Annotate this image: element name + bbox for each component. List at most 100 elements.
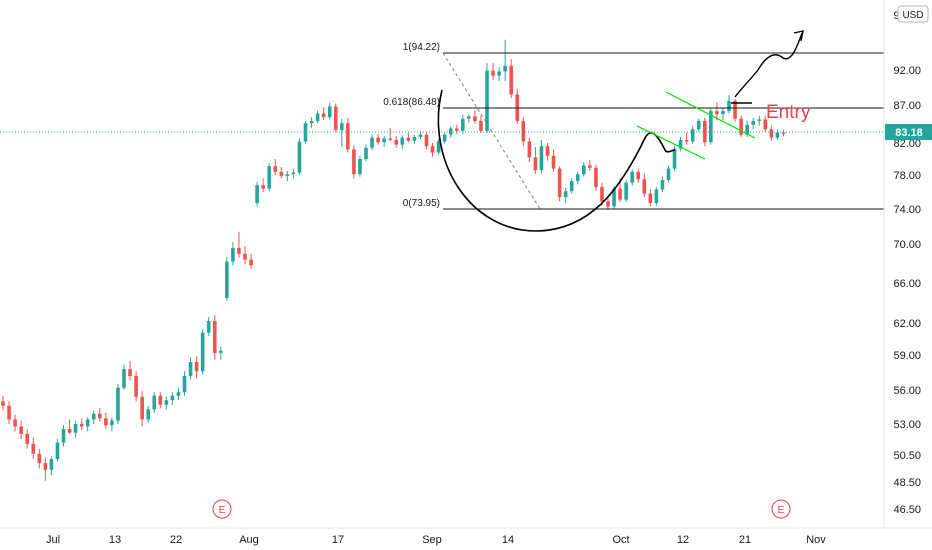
time-tick-label: 22	[170, 534, 182, 546]
time-tick-label: 14	[502, 534, 514, 546]
candle-body	[545, 146, 550, 156]
currency-badge[interactable]	[897, 5, 929, 23]
candle	[231, 242, 235, 266]
candle-body	[479, 120, 483, 131]
projection-arrow-path	[734, 32, 803, 98]
candle	[273, 159, 278, 175]
candle	[25, 428, 29, 449]
candle-body	[400, 137, 405, 145]
candle-body	[733, 100, 737, 119]
channel-lower-line	[636, 125, 706, 160]
candle-body	[521, 120, 526, 142]
candle	[461, 114, 465, 134]
candle-body	[696, 120, 701, 130]
candle	[61, 425, 66, 447]
candle	[690, 126, 695, 144]
candle-body	[194, 362, 199, 372]
candle-body	[594, 167, 598, 187]
fib-trend-line	[442, 52, 541, 210]
fib-level-1-label: 1(94.22)	[403, 42, 440, 53]
candle-body	[19, 426, 23, 434]
candle-body	[763, 119, 768, 130]
candle-body	[533, 157, 538, 171]
candle	[388, 127, 392, 142]
fib-level-0618-label: 0.618(86.48)	[383, 97, 440, 108]
candle	[636, 168, 641, 183]
candle	[557, 166, 562, 202]
candle	[424, 132, 429, 150]
candle-body	[128, 369, 132, 376]
candle-body	[757, 119, 762, 121]
candle	[739, 115, 743, 137]
candle-body	[642, 179, 647, 194]
candle	[104, 412, 108, 429]
event-markers[interactable]: E E	[212, 499, 791, 519]
candle-body	[467, 116, 471, 119]
price-axis-background[interactable]	[884, 0, 932, 528]
candle	[37, 448, 42, 469]
time-axis-background[interactable]	[0, 528, 932, 550]
candle-body	[285, 174, 290, 176]
candle-body	[424, 134, 429, 147]
candle	[709, 108, 713, 145]
candle	[85, 417, 90, 432]
candle-body	[267, 166, 271, 189]
candle-body	[624, 182, 628, 200]
candle-body	[690, 129, 695, 142]
candle	[588, 159, 592, 171]
candle	[721, 108, 725, 121]
candle-body	[630, 171, 634, 183]
earnings-marker-1-label: E	[219, 505, 226, 516]
candle	[503, 39, 507, 82]
candle-body	[442, 134, 447, 142]
candle-body	[684, 139, 689, 142]
candle-body	[279, 171, 284, 176]
candle-body	[303, 123, 308, 142]
candle	[642, 173, 647, 198]
candle-body	[412, 136, 417, 141]
candle-body	[551, 155, 556, 169]
candle-body	[376, 137, 380, 143]
candle	[606, 197, 610, 210]
candle-body	[158, 395, 163, 405]
candle	[212, 315, 217, 360]
currency-label: USD	[902, 10, 923, 21]
price-tick-label: 78.00	[893, 170, 921, 182]
candle-body	[721, 111, 725, 115]
candle	[55, 438, 60, 462]
fib-level-0-label: 0(73.95)	[403, 198, 440, 209]
entry-annotation: Entry	[766, 102, 811, 123]
candle	[473, 110, 477, 124]
candle	[563, 187, 568, 204]
candle	[49, 456, 54, 476]
candle-body	[539, 146, 544, 171]
candle-body	[727, 100, 731, 112]
candle-body	[255, 185, 259, 204]
candle-body	[85, 419, 90, 427]
candle	[176, 387, 181, 401]
candle-body	[418, 134, 423, 137]
candle	[67, 419, 72, 434]
plot-background[interactable]	[0, 0, 884, 528]
candle	[715, 102, 719, 121]
candle-body	[327, 106, 332, 118]
time-tick-label: 21	[739, 534, 751, 546]
candle-body	[612, 188, 616, 207]
candle	[406, 133, 411, 143]
time-axis[interactable]: Jul 13 22 Aug 17 Sep 14 Oct 12 21 Nov	[0, 527, 932, 550]
candle	[370, 134, 374, 151]
candle	[600, 182, 604, 206]
candle-body	[715, 111, 719, 115]
candle	[684, 132, 689, 145]
candle	[194, 356, 199, 379]
earnings-marker-1[interactable]	[212, 499, 232, 519]
plot-area[interactable]	[0, 0, 884, 528]
candle	[733, 98, 737, 122]
price-axis[interactable]: 96.0092.0087.0082.0078.0074.0070.0066.00…	[883, 0, 932, 528]
candle-body	[212, 321, 217, 353]
candle-body	[388, 138, 392, 140]
candle	[678, 136, 683, 151]
candle-body	[751, 120, 755, 125]
earnings-marker-2[interactable]	[771, 499, 791, 519]
